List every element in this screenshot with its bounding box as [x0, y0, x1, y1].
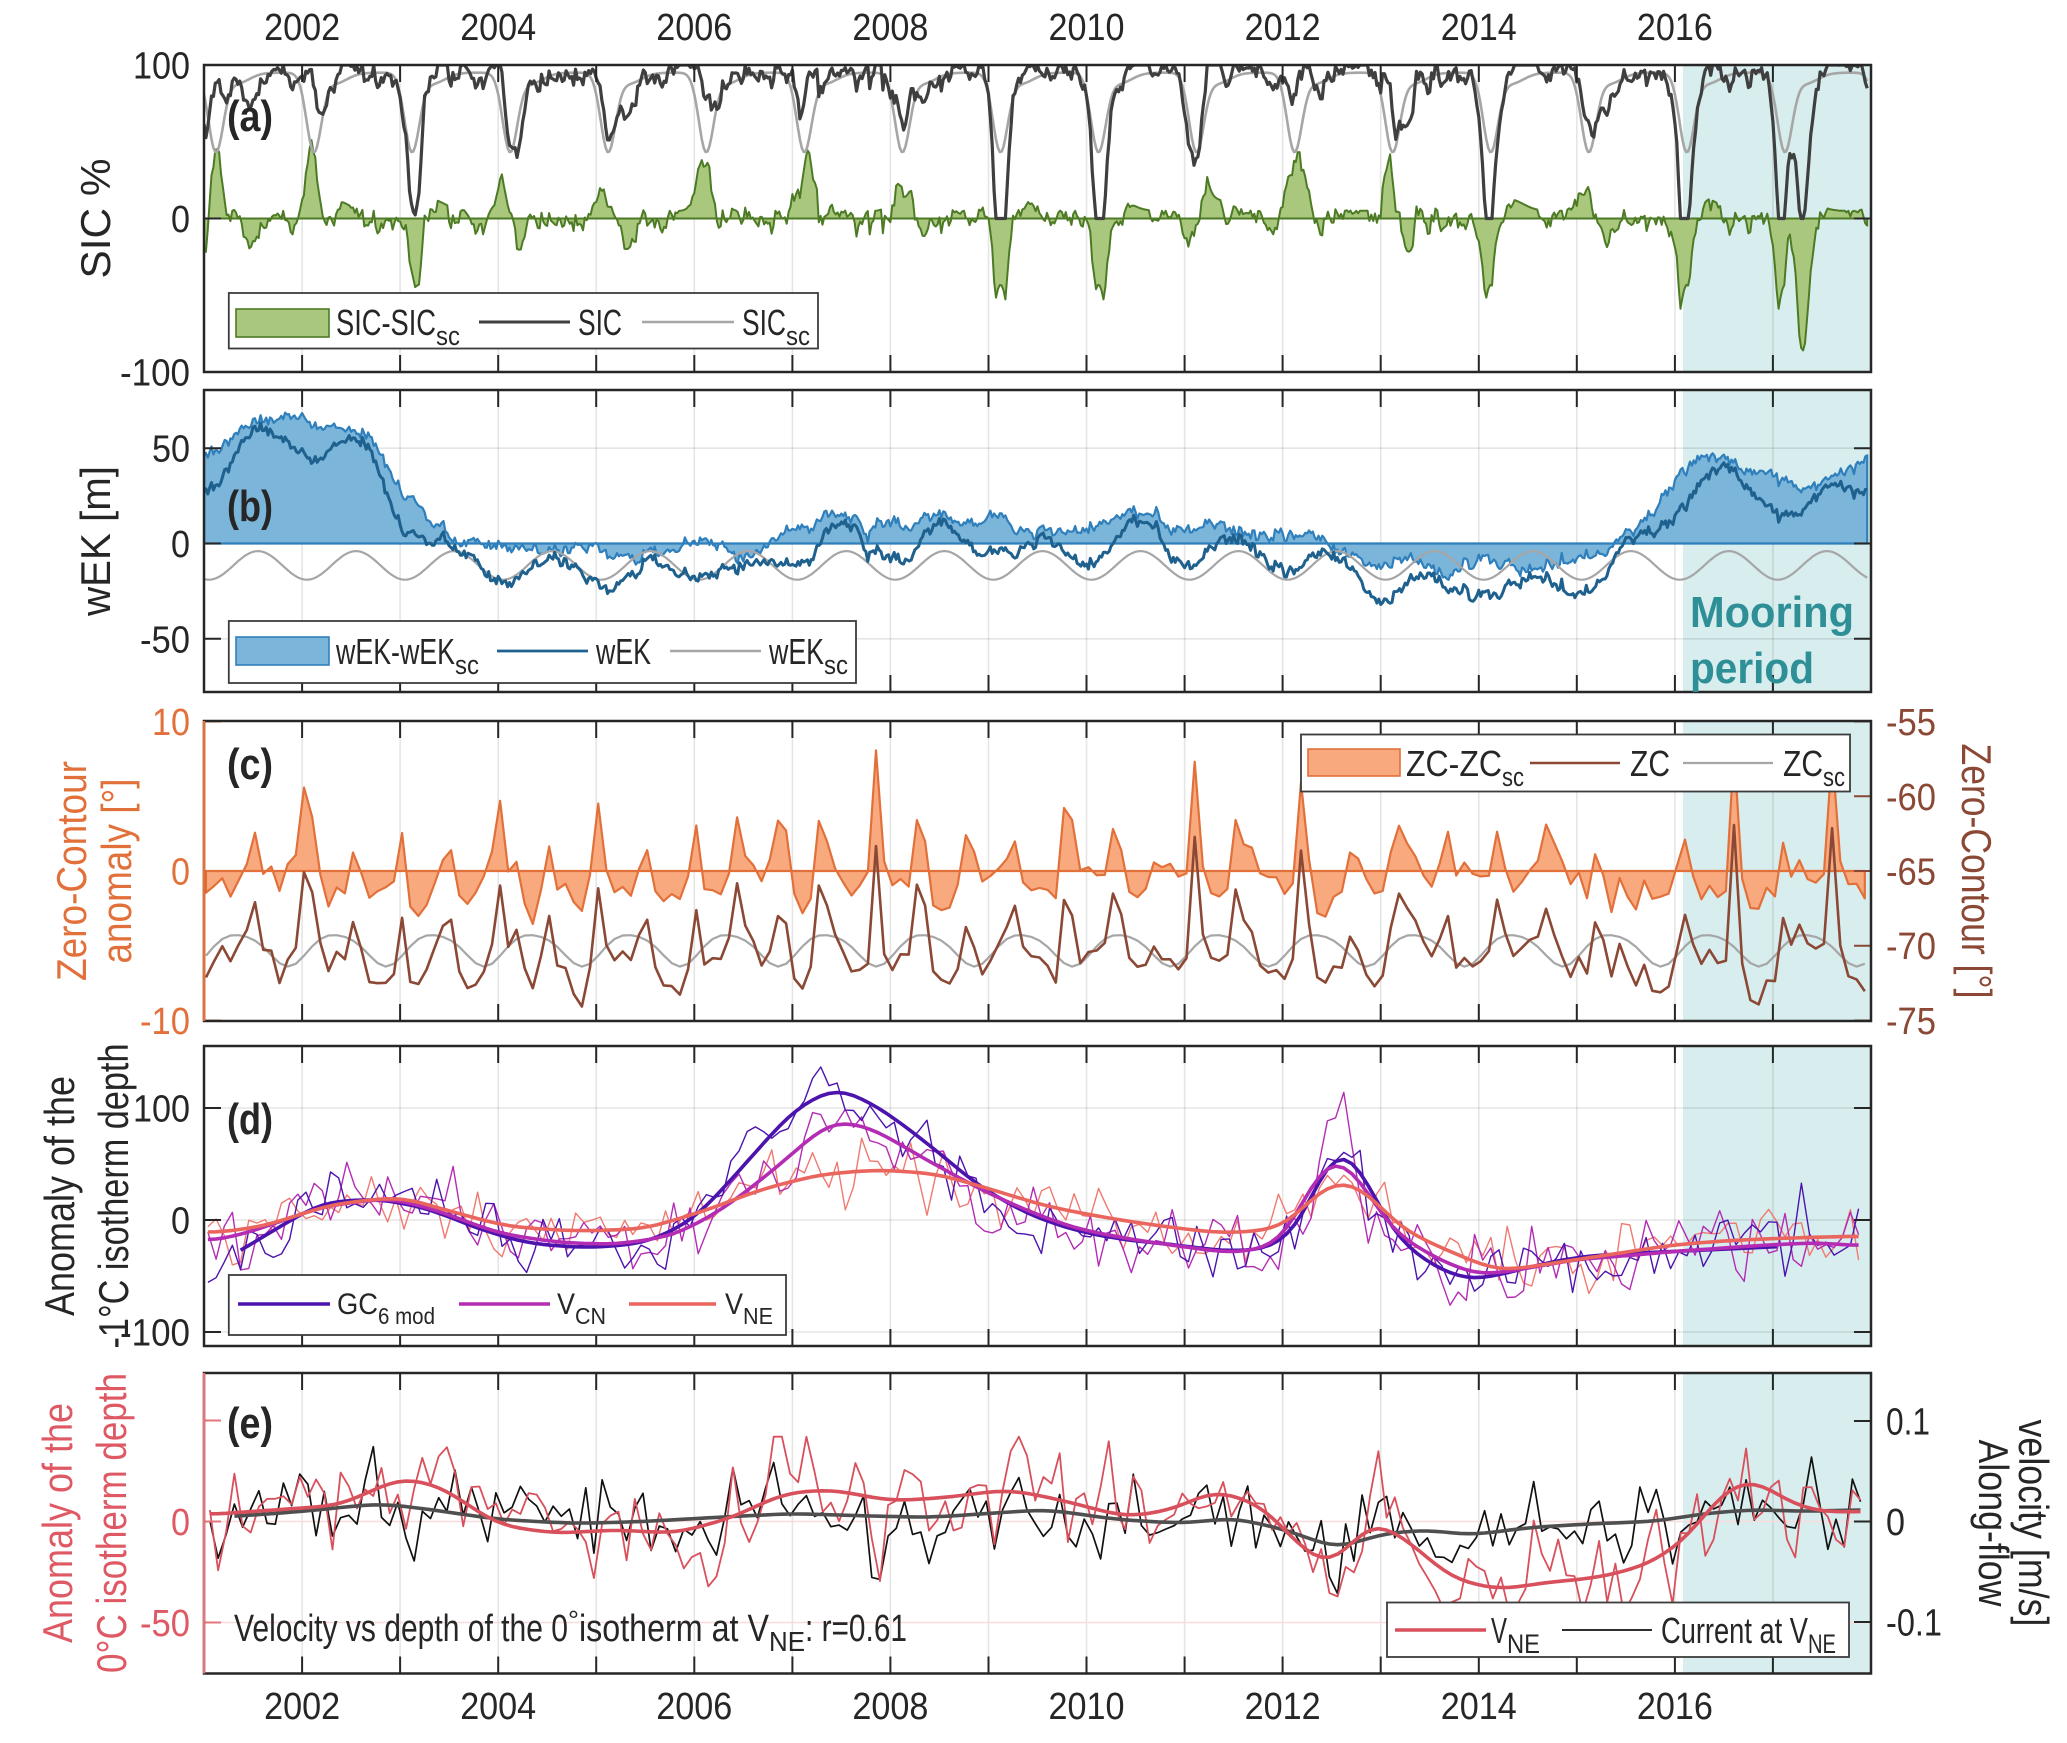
svg-text:2004: 2004 — [460, 7, 536, 49]
svg-text:2012: 2012 — [1245, 7, 1321, 49]
svg-text:2014: 2014 — [1441, 7, 1517, 49]
svg-text:ZC: ZC — [1630, 743, 1670, 784]
svg-text:-60: -60 — [1886, 777, 1936, 819]
svg-text:2006: 2006 — [656, 1686, 732, 1728]
svg-text:GC: GC — [337, 1288, 378, 1321]
svg-text:SIC-SIC: SIC-SIC — [336, 302, 436, 343]
svg-text:-100: -100 — [120, 353, 190, 395]
svg-text:0: 0 — [171, 1201, 190, 1243]
svg-text:Along-flow: Along-flow — [1970, 1440, 2017, 1608]
svg-text:-55: -55 — [1886, 702, 1936, 744]
svg-text:0.1: 0.1 — [1886, 1402, 1930, 1444]
svg-text:(e): (e) — [227, 1399, 273, 1448]
svg-text:0: 0 — [171, 199, 190, 241]
svg-text:(b): (b) — [227, 482, 273, 531]
svg-text:2016: 2016 — [1637, 7, 1713, 49]
svg-text:V: V — [557, 1288, 575, 1321]
svg-text:-10: -10 — [140, 1001, 190, 1043]
svg-text:period: period — [1690, 644, 1814, 693]
svg-text:-50: -50 — [140, 619, 190, 661]
svg-text:0: 0 — [171, 1502, 190, 1544]
svg-text:Anomaly of the: Anomaly of the — [34, 1403, 81, 1643]
svg-text:NE: NE — [1507, 1629, 1540, 1659]
svg-text:(a): (a) — [227, 92, 273, 141]
svg-text:2008: 2008 — [852, 7, 928, 49]
svg-text:100: 100 — [133, 46, 190, 88]
svg-text:50: 50 — [152, 429, 190, 471]
svg-text:sc: sc — [786, 321, 810, 351]
svg-text:0: 0 — [171, 524, 190, 566]
svg-text:sc: sc — [455, 650, 479, 680]
svg-text:wEK: wEK — [768, 631, 824, 672]
svg-text:Current at V: Current at V — [1661, 1610, 1808, 1651]
svg-text:wEK [m]: wEK [m] — [72, 466, 119, 617]
svg-text:2010: 2010 — [1049, 7, 1125, 49]
svg-text:velocity [m/s]: velocity [m/s] — [2010, 1420, 2057, 1627]
svg-text:-75: -75 — [1886, 1001, 1936, 1043]
svg-text:NE: NE — [1808, 1629, 1836, 1659]
svg-text:2002: 2002 — [264, 7, 340, 49]
svg-text:CN: CN — [575, 1303, 606, 1329]
svg-text:10: 10 — [152, 702, 190, 744]
svg-text:Anomaly of the: Anomaly of the — [36, 1076, 83, 1316]
svg-text:isotherm at V: isotherm at V — [579, 1608, 770, 1650]
svg-text:SIC %: SIC % — [72, 159, 119, 279]
svg-text:sc: sc — [824, 650, 848, 680]
svg-text:V: V — [1491, 1610, 1507, 1651]
svg-text:SIC: SIC — [578, 302, 622, 343]
svg-text:wEK: wEK — [595, 631, 651, 672]
svg-text:-100: -100 — [120, 1313, 190, 1355]
svg-text:Zero-Contour: Zero-Contour — [48, 761, 95, 981]
svg-text:-65: -65 — [1886, 852, 1936, 894]
svg-text:anomaly [°]: anomaly [°] — [93, 779, 140, 964]
svg-text:Mooring: Mooring — [1690, 588, 1854, 637]
svg-text:2014: 2014 — [1441, 1686, 1517, 1728]
svg-text:Velocity vs depth of the 0: Velocity vs depth of the 0 — [234, 1608, 568, 1650]
svg-text:sc: sc — [436, 321, 460, 351]
svg-text:NE: NE — [769, 1626, 805, 1657]
svg-text:Zero-Contour [°]: Zero-Contour [°] — [1953, 744, 2000, 999]
svg-text:sc: sc — [1502, 762, 1524, 792]
svg-text:6 mod: 6 mod — [378, 1303, 435, 1329]
svg-text:SIC: SIC — [742, 302, 786, 343]
svg-text:2002: 2002 — [264, 1686, 340, 1728]
svg-text:ZC: ZC — [1783, 743, 1823, 784]
svg-text:: r=0.61: : r=0.61 — [805, 1608, 907, 1650]
svg-text:2008: 2008 — [852, 1686, 928, 1728]
svg-text:2016: 2016 — [1637, 1686, 1713, 1728]
svg-text:2006: 2006 — [656, 7, 732, 49]
svg-text:V: V — [725, 1288, 743, 1321]
svg-text:100: 100 — [133, 1089, 190, 1131]
svg-text:NE: NE — [743, 1303, 773, 1329]
svg-text:0: 0 — [1886, 1502, 1905, 1544]
svg-text:2012: 2012 — [1245, 1686, 1321, 1728]
svg-text:(c): (c) — [227, 740, 273, 789]
svg-text:ZC-ZC: ZC-ZC — [1406, 743, 1502, 784]
svg-text:-50: -50 — [140, 1603, 190, 1645]
svg-text:2010: 2010 — [1049, 1686, 1125, 1728]
svg-text:2004: 2004 — [460, 1686, 536, 1728]
svg-text:-1°C isotherm depth: -1°C isotherm depth — [90, 1044, 137, 1349]
svg-text:0°C isotherm depth: 0°C isotherm depth — [88, 1373, 135, 1673]
svg-text:(d): (d) — [227, 1095, 273, 1144]
svg-text:-0.1: -0.1 — [1886, 1603, 1942, 1645]
svg-text:0: 0 — [171, 852, 190, 894]
svg-text:-70: -70 — [1886, 926, 1936, 968]
svg-text:°: ° — [568, 1605, 579, 1635]
svg-text:sc: sc — [1823, 762, 1845, 792]
svg-text:wEK-wEK: wEK-wEK — [335, 631, 455, 672]
